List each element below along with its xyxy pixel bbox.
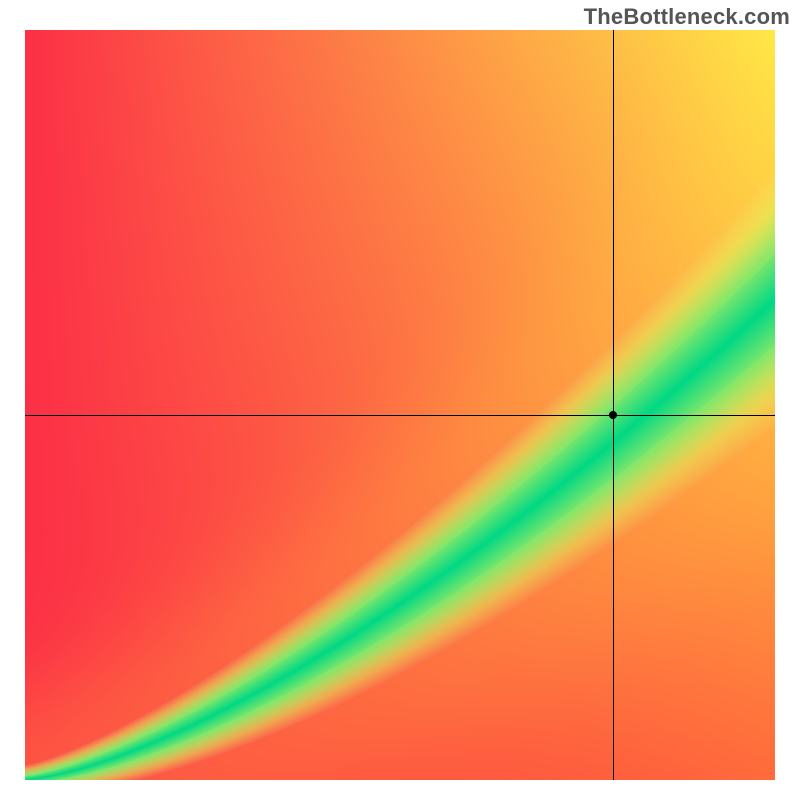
crosshair-vertical: [613, 30, 614, 780]
crosshair-horizontal: [25, 415, 775, 416]
bottleneck-heatmap: [25, 30, 775, 780]
chart-container: TheBottleneck.com: [0, 0, 800, 800]
crosshair-marker: [609, 411, 617, 419]
plot-area: [25, 30, 775, 780]
watermark-text: TheBottleneck.com: [584, 4, 790, 30]
